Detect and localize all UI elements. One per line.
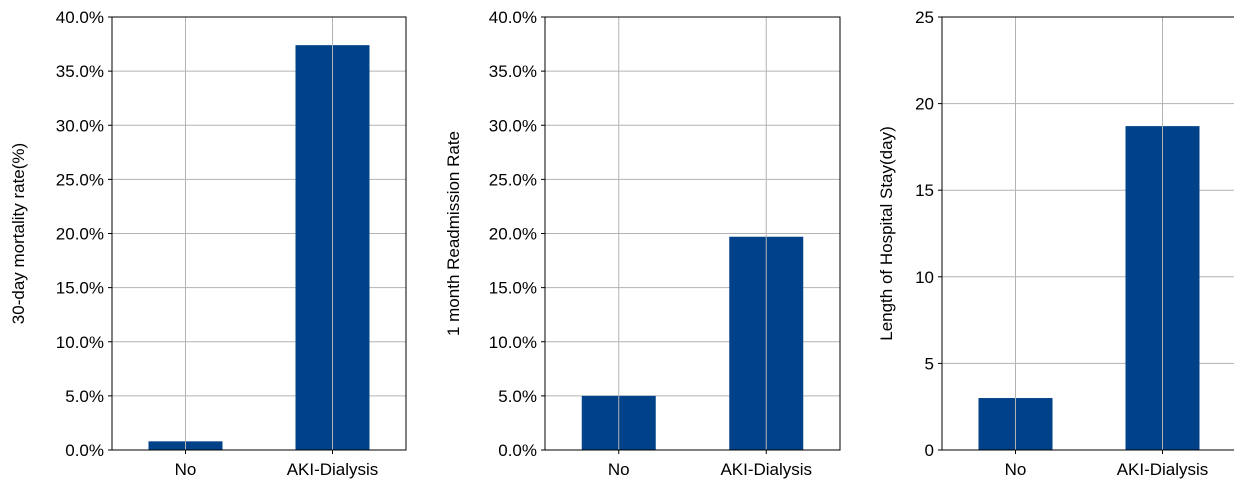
x-tick-label: No xyxy=(175,460,197,479)
y-tick-label: 5.0% xyxy=(65,387,104,406)
y-tick-label: 15.0% xyxy=(489,279,537,298)
y-tick-label: 35.0% xyxy=(56,62,104,81)
y-tick-label: 5 xyxy=(925,354,934,373)
mortality-chart: 0.0% 5.0% 10.0% 15.0% 20.0% 25.0% 30.0% 35.0% 40… xyxy=(9,8,407,479)
y-tick-label: 10.0% xyxy=(489,333,537,352)
y-tick-label: 0.0% xyxy=(65,441,104,460)
y-tick-label: 30.0% xyxy=(56,116,104,135)
x-tick-label: AKI-Dialysis xyxy=(720,460,812,479)
plot-frame xyxy=(941,16,1234,451)
y-tick-label: 25 xyxy=(915,8,934,27)
x-tick-label: AKI-Dialysis xyxy=(1117,460,1209,479)
x-tick-label: No xyxy=(1005,460,1027,479)
y-tick-label: 25.0% xyxy=(489,170,537,189)
readmission-chart: 0.0% 5.0% 10.0% 15.0% 20.0% 25.0% 30.0% 35.0% 40… xyxy=(444,8,841,479)
y-tick-label: 15 xyxy=(915,181,934,200)
y-axis-title: 30-day mortality rate(%) xyxy=(9,143,28,324)
y-tick-label: 10 xyxy=(915,268,934,287)
y-tick-label: 35.0% xyxy=(489,62,537,81)
y-tick-label: 40.0% xyxy=(56,8,104,27)
y-tick-label: 10.0% xyxy=(56,333,104,352)
y-tick-label: 20 xyxy=(915,95,934,114)
y-tick-label: 5.0% xyxy=(498,387,537,406)
y-tick-label: 40.0% xyxy=(489,8,537,27)
y-tick-label: 20.0% xyxy=(56,225,104,244)
x-tick-label: No xyxy=(608,460,630,479)
x-tick-label: AKI-Dialysis xyxy=(287,460,379,479)
y-tick-label: 0 xyxy=(925,441,934,460)
y-tick-label: 0.0% xyxy=(498,441,537,460)
length-of-stay-chart: 0 5 10 15 20 25 No AKI-Dialysis Length of Hospit… xyxy=(877,8,1234,479)
y-axis-title: Length of Hospital Stay(day) xyxy=(877,126,896,341)
y-tick-label: 20.0% xyxy=(489,225,537,244)
y-axis-title: 1 month Readmission Rate xyxy=(444,131,463,336)
y-tick-label: 30.0% xyxy=(489,116,537,135)
y-tick-label: 15.0% xyxy=(56,279,104,298)
y-tick-label: 25.0% xyxy=(56,170,104,189)
